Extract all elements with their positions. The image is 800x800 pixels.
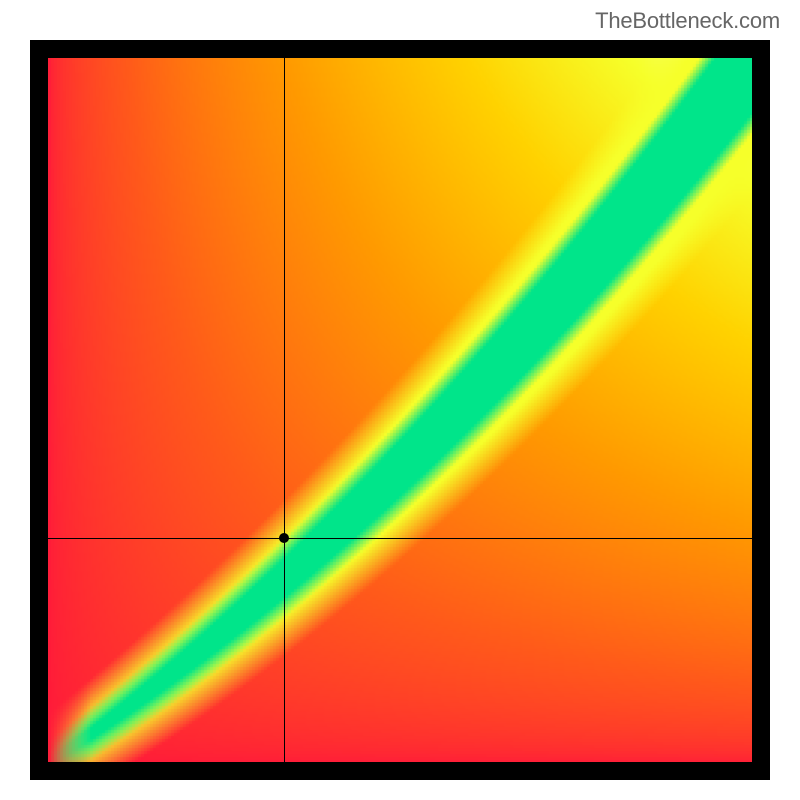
crosshair-marker [279, 533, 289, 543]
crosshair-horizontal [48, 538, 752, 539]
chart-container: TheBottleneck.com [0, 0, 800, 800]
plot-area [48, 58, 752, 762]
plot-frame [30, 40, 770, 780]
heatmap-canvas [48, 58, 752, 762]
watermark-text: TheBottleneck.com [595, 8, 780, 34]
crosshair-vertical [284, 58, 285, 762]
